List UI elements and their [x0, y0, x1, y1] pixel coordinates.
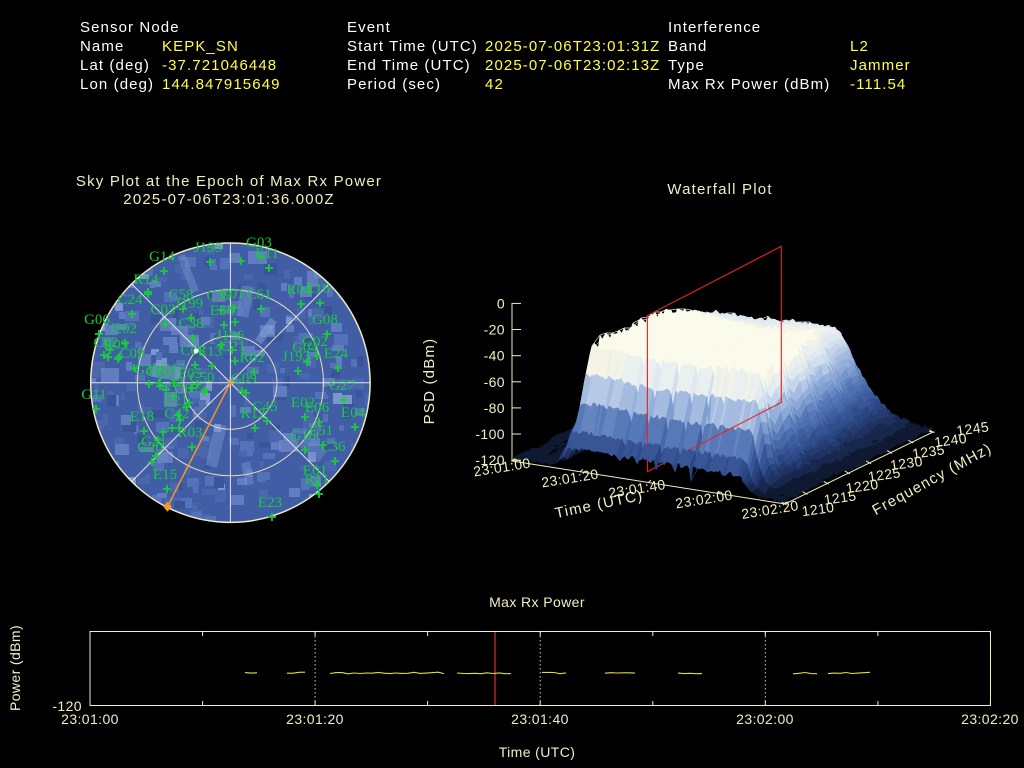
svg-text:E04: E04	[341, 405, 366, 421]
svg-text:23:02:20: 23:02:20	[961, 711, 1019, 727]
svg-text:G08: G08	[312, 312, 338, 328]
svg-text:-120: -120	[52, 698, 82, 714]
svg-text:G21: G21	[141, 434, 167, 450]
svg-text:-60: -60	[484, 374, 505, 390]
svg-text:E05: E05	[178, 366, 202, 382]
svg-text:Time (UTC): Time (UTC)	[553, 487, 644, 522]
svg-text:-20: -20	[484, 322, 505, 338]
svg-text:C58: C58	[168, 287, 193, 303]
svg-text:0: 0	[497, 295, 505, 311]
svg-text:G20: G20	[137, 440, 163, 456]
svg-text:C03: C03	[150, 302, 175, 318]
svg-text:C42: C42	[164, 406, 189, 422]
svg-text:E02: E02	[291, 395, 315, 411]
svg-text:E24: E24	[324, 346, 349, 362]
svg-text:G30: G30	[134, 362, 160, 378]
svg-text:2025-07-06T23:01:36.000Z: 2025-07-06T23:01:36.000Z	[123, 191, 334, 208]
svg-text:PSD (dBm): PSD (dBm)	[421, 338, 438, 425]
svg-text:1225: 1225	[867, 464, 902, 484]
svg-text:C08: C08	[180, 343, 205, 359]
svg-text:E56: E56	[210, 303, 235, 319]
svg-text:J193: J193	[282, 349, 310, 365]
svg-text:R12: R12	[240, 406, 265, 422]
svg-text:R11: R11	[305, 472, 329, 488]
svg-text:C45: C45	[252, 399, 277, 415]
svg-text:E18: E18	[130, 409, 154, 425]
svg-text:1230: 1230	[889, 453, 924, 473]
svg-text:E15: E15	[153, 467, 177, 483]
svg-text:C38: C38	[178, 316, 203, 332]
svg-text:R02: R02	[239, 350, 264, 366]
svg-text:C09: C09	[119, 346, 144, 362]
svg-text:23:02:00: 23:02:00	[674, 487, 733, 512]
svg-text:C36: C36	[320, 439, 346, 455]
svg-text:1240: 1240	[933, 430, 968, 450]
svg-text:E11: E11	[255, 246, 279, 262]
svg-text:E51: E51	[309, 423, 333, 439]
svg-text:R03: R03	[177, 425, 202, 441]
svg-text:1210: 1210	[801, 499, 836, 519]
svg-text:R04: R04	[286, 282, 312, 298]
svg-text:E01: E01	[303, 463, 327, 479]
svg-text:23:02:20: 23:02:20	[740, 497, 799, 522]
svg-text:E23: E23	[258, 495, 282, 511]
svg-text:G04: G04	[292, 340, 318, 356]
svg-text:Time (UTC): Time (UTC)	[499, 744, 576, 760]
svg-text:J195: J195	[194, 240, 222, 256]
svg-text:Sky Plot at the Epoch of Max R: Sky Plot at the Epoch of Max Rx Power	[76, 173, 382, 190]
svg-text:E16: E16	[306, 281, 331, 297]
svg-text:C50: C50	[189, 370, 214, 386]
svg-text:Max Rx Power: Max Rx Power	[489, 594, 585, 610]
svg-text:J199: J199	[175, 296, 203, 312]
svg-text:-120: -120	[475, 452, 505, 468]
svg-text:1220: 1220	[845, 476, 880, 496]
svg-text:E06: E06	[305, 400, 330, 416]
svg-text:-100: -100	[475, 426, 505, 442]
svg-text:23:01:20: 23:01:20	[286, 711, 344, 727]
svg-text:G03: G03	[246, 235, 272, 251]
svg-text:23:01:00: 23:01:00	[61, 711, 119, 727]
svg-text:G16: G16	[290, 428, 316, 444]
svg-text:E21: E21	[164, 393, 188, 409]
svg-text:23:01:40: 23:01:40	[511, 711, 569, 727]
svg-text:-80: -80	[484, 400, 505, 416]
svg-text:23:01:20: 23:01:20	[540, 466, 599, 491]
svg-text:C16: C16	[145, 364, 171, 380]
svg-text:G06: G06	[84, 312, 110, 328]
svg-text:E13: E13	[198, 344, 222, 360]
svg-text:23:02:00: 23:02:00	[736, 711, 794, 727]
svg-text:C21: C21	[220, 339, 245, 355]
svg-text:G02: G02	[302, 334, 328, 350]
svg-text:1215: 1215	[823, 487, 858, 507]
svg-text:C59: C59	[206, 288, 231, 304]
svg-text:R14: R14	[133, 272, 159, 288]
svg-text:C61: C61	[246, 287, 271, 303]
svg-text:G11: G11	[81, 387, 106, 403]
svg-text:1235: 1235	[911, 441, 946, 461]
svg-text:C24: C24	[117, 292, 143, 308]
svg-text:1245: 1245	[955, 418, 990, 438]
svg-text:Waterfall Plot: Waterfall Plot	[667, 181, 772, 198]
svg-text:C02: C02	[93, 335, 118, 351]
svg-text:-40: -40	[484, 348, 505, 364]
svg-text:J196: J196	[216, 328, 245, 344]
svg-text:Power (dBm): Power (dBm)	[7, 625, 23, 711]
svg-text:G07: G07	[174, 381, 200, 397]
svg-text:J202: J202	[109, 321, 137, 337]
svg-text:G09: G09	[231, 371, 257, 387]
svg-text:G14: G14	[149, 249, 175, 265]
svg-text:C47: C47	[159, 361, 185, 377]
svg-text:C01: C01	[219, 286, 244, 302]
svg-text:G27: G27	[329, 378, 355, 394]
svg-text:C32: C32	[158, 374, 183, 390]
